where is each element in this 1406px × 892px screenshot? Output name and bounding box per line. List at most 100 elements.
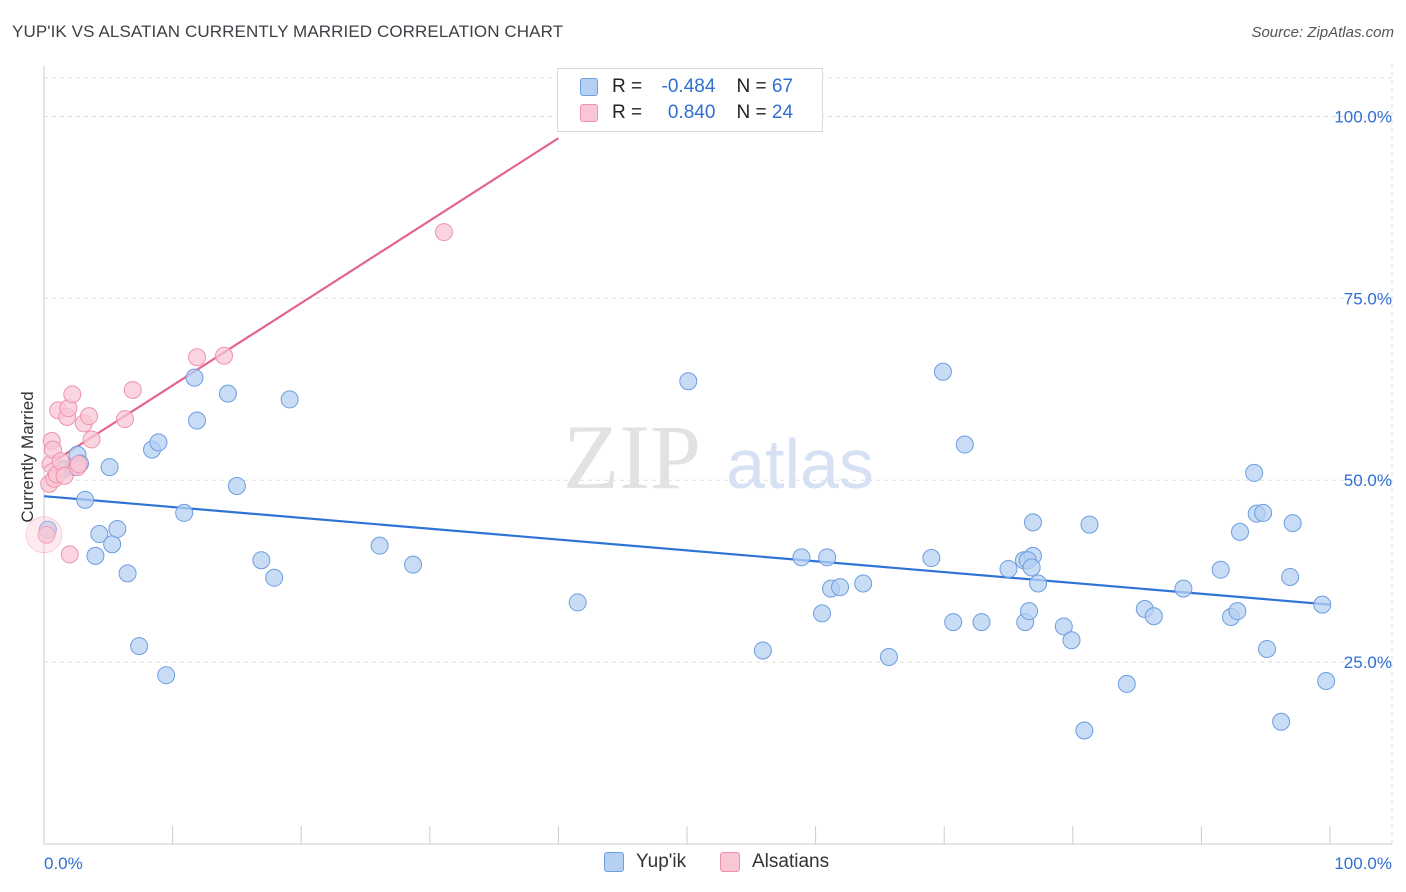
yupik-point	[404, 555, 423, 574]
yupik-point	[1272, 712, 1291, 731]
yupik-legend-label: Yup'ik	[636, 851, 687, 872]
y-tick-label: 100.0%	[1334, 107, 1392, 126]
series-legend: Yup'ik Alsatians	[0, 851, 1406, 877]
alsatians-point	[80, 407, 99, 426]
alsatians-legend-swatch	[720, 852, 740, 872]
yupik-point	[370, 536, 389, 555]
tick-labels: 25.0% 50.0% 75.0% 100.0% 0.0% 100.0%	[44, 107, 1392, 873]
yupik-point	[218, 384, 237, 403]
alsatians-point	[188, 348, 207, 367]
chart-title: YUP'IK VS ALSATIAN CURRENTLY MARRIED COR…	[12, 22, 564, 41]
yupik-point	[818, 548, 837, 567]
yupik-point	[831, 578, 850, 597]
yupik-point	[944, 613, 963, 632]
yupik-point	[252, 551, 271, 570]
yupik-point	[922, 549, 941, 568]
watermark-atlas: atlas	[726, 425, 874, 503]
yupik-point	[265, 568, 284, 587]
legend-item-yupik[interactable]: Yup'ik	[604, 851, 686, 873]
alsatians-point	[123, 380, 142, 399]
yupik-point	[813, 604, 832, 623]
watermark-zip: ZIP	[563, 406, 701, 508]
yupik-point	[157, 666, 176, 685]
alsatians-point	[82, 430, 101, 449]
alsatians-point	[63, 385, 82, 404]
r-value: 0.840	[667, 102, 716, 123]
yupik-point	[130, 637, 149, 656]
n-value: 67	[771, 76, 794, 97]
x-tick-label: 100.0%	[1334, 854, 1392, 873]
yupik-point	[753, 641, 772, 660]
alsatians-point	[60, 545, 79, 564]
alsatians-point	[116, 410, 135, 429]
yupik-point	[185, 368, 204, 387]
yupik-point	[1023, 513, 1042, 532]
legend-item-alsatians[interactable]: Alsatians	[720, 851, 829, 873]
yupik-legend-swatch	[604, 852, 624, 872]
yupik-point	[1254, 503, 1273, 522]
legend-row-alsatians: R = 0.840 N = 24	[580, 101, 793, 125]
yupik-point	[149, 433, 168, 452]
yupik-point	[1317, 672, 1336, 691]
y-tick-label: 50.0%	[1344, 471, 1392, 490]
yupik-point	[1075, 721, 1094, 740]
legend-row-yupik: R = -0.484 N = 67	[580, 75, 793, 99]
trendlines	[43, 137, 1331, 606]
yupik-point	[1022, 558, 1041, 577]
yupik-point	[188, 411, 207, 430]
yupik-point	[1283, 514, 1302, 533]
n-value: 24	[771, 102, 794, 123]
r-value: -0.484	[661, 76, 716, 97]
n-label: N =	[736, 102, 767, 123]
r-label: R =	[612, 76, 643, 97]
alsatians-point	[37, 525, 56, 544]
y-axis-label: Currently Married	[18, 391, 37, 522]
alsatians-legend-label: Alsatians	[752, 851, 830, 872]
yupik-point	[175, 503, 194, 522]
correlation-legend: R = -0.484 N = 67 R = 0.840 N = 24	[557, 68, 823, 132]
yupik-point	[679, 372, 698, 391]
yupik-swatch	[580, 78, 598, 96]
r-label: R =	[612, 102, 643, 123]
x-tick-label: 0.0%	[44, 854, 83, 873]
watermark: ZIP atlas	[563, 406, 874, 508]
n-label: N =	[736, 76, 767, 97]
yupik-point	[90, 525, 109, 544]
source-label: Source: ZipAtlas.com	[1251, 24, 1394, 41]
alsatians-point	[215, 346, 234, 365]
yupik-point	[1281, 567, 1300, 586]
yupik-point	[792, 548, 811, 567]
y-tick-label: 75.0%	[1344, 289, 1392, 308]
yupik-point	[1257, 639, 1276, 658]
yupik-point	[1211, 560, 1230, 579]
alsatians-point	[434, 223, 453, 242]
yupik-point	[999, 559, 1018, 578]
alsatians-cluster-point	[25, 516, 63, 554]
yupik-point	[76, 490, 95, 509]
yupik-point	[227, 477, 246, 496]
yupik-point	[568, 593, 587, 612]
alsatians-swatch	[580, 104, 598, 122]
yupik-point	[118, 564, 137, 583]
yupik-point	[1117, 674, 1136, 693]
yupik-point	[933, 362, 952, 381]
yupik-point	[86, 546, 105, 565]
yupik-point	[1029, 574, 1048, 593]
yupik-trendline	[43, 495, 1331, 606]
yupik-point	[1245, 463, 1264, 482]
yupik-point	[1313, 595, 1332, 614]
yupik-point	[100, 458, 119, 477]
yupik-point	[1230, 522, 1249, 541]
yupik-point	[854, 574, 873, 593]
yupik-point	[1144, 607, 1163, 626]
axes	[43, 66, 1392, 845]
yupik-point	[1054, 617, 1073, 636]
yupik-point	[1062, 631, 1081, 650]
yupik-point	[103, 535, 122, 554]
alsatians-point	[69, 455, 88, 474]
yupik-point	[879, 648, 898, 667]
alsatians-point	[55, 466, 74, 485]
yupik-point	[108, 519, 127, 538]
yupik-point	[955, 435, 974, 454]
